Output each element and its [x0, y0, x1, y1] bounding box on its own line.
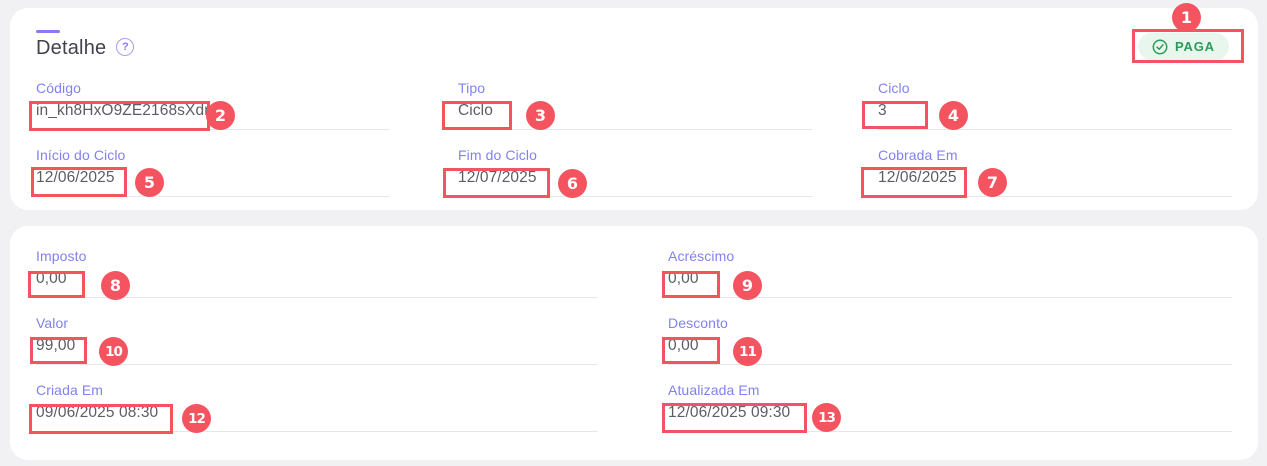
field-label: Desconto: [668, 315, 728, 331]
field-tipo: Tipo Ciclo: [458, 80, 812, 130]
title-accent-dash: [36, 30, 60, 33]
field-label: Código: [36, 80, 81, 96]
status-badge: PAGA: [1138, 33, 1229, 60]
field-codigo: Código in_kh8HxO9ZE2168sXdn: [36, 80, 390, 130]
status-badge-label: PAGA: [1175, 39, 1215, 54]
field-value[interactable]: 12/07/2025: [458, 168, 812, 197]
field-valor: Valor 99,00: [36, 315, 598, 365]
field-value[interactable]: 0,00: [668, 269, 1232, 298]
detail-card: Detalhe ? PAGA Código in_kh8HxO9ZE2168sX…: [10, 8, 1258, 210]
field-value[interactable]: 99,00: [36, 336, 598, 365]
field-desconto: Desconto 0,00: [668, 315, 1232, 365]
field-label: Criada Em: [36, 382, 104, 398]
field-label: Tipo: [458, 80, 486, 96]
title-row: Detalhe ?: [36, 37, 135, 60]
field-value[interactable]: 12/06/2025 09:30: [668, 403, 1232, 432]
field-value[interactable]: 0,00: [668, 336, 1232, 365]
field-value[interactable]: 3: [878, 101, 1232, 130]
field-acrescimo: Acréscimo 0,00: [668, 248, 1232, 298]
field-ciclo: Ciclo 3: [878, 80, 1232, 130]
field-label: Ciclo: [878, 80, 910, 96]
field-value[interactable]: 09/06/2025 08:30: [36, 403, 598, 432]
help-icon[interactable]: ?: [116, 38, 135, 56]
field-value[interactable]: Ciclo: [458, 101, 812, 130]
field-label: Atualizada Em: [668, 382, 760, 398]
check-circle-icon: [1152, 39, 1168, 55]
field-label: Cobrada Em: [878, 147, 958, 163]
field-label: Início do Ciclo: [36, 147, 126, 163]
field-atualizada-em: Atualizada Em 12/06/2025 09:30: [668, 382, 1232, 432]
field-value[interactable]: 12/06/2025: [878, 168, 1232, 197]
field-value[interactable]: in_kh8HxO9ZE2168sXdn: [36, 101, 390, 130]
field-value[interactable]: 12/06/2025: [36, 168, 390, 197]
field-inicio-do-ciclo: Início do Ciclo 12/06/2025: [36, 147, 390, 197]
field-label: Imposto: [36, 248, 87, 264]
field-imposto: Imposto 0,00: [36, 248, 598, 298]
field-criada-em: Criada Em 09/06/2025 08:30: [36, 382, 598, 432]
field-label: Fim do Ciclo: [458, 147, 537, 163]
field-fim-do-ciclo: Fim do Ciclo 12/07/2025: [458, 147, 812, 197]
field-cobrada-em: Cobrada Em 12/06/2025: [878, 147, 1232, 197]
page-title: Detalhe: [36, 37, 107, 59]
field-label: Acréscimo: [668, 248, 735, 264]
values-card: Imposto 0,00 Acréscimo 0,00 Valor 99,00 …: [10, 226, 1258, 460]
field-label: Valor: [36, 315, 69, 331]
field-value[interactable]: 0,00: [36, 269, 598, 298]
